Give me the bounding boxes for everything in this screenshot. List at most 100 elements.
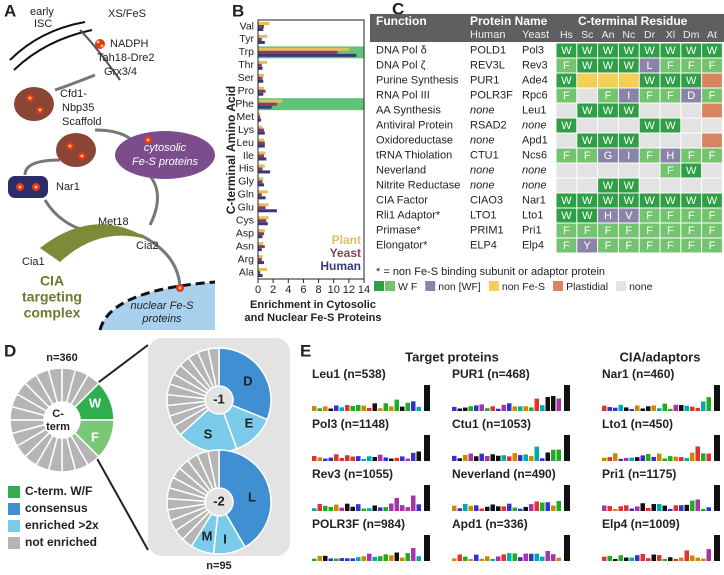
residue-cell (681, 223, 702, 238)
logo-letter (345, 405, 350, 411)
logo-letter (479, 508, 484, 511)
bar (258, 138, 265, 142)
logo-letter (701, 401, 706, 411)
human-name: LTO1 (470, 209, 497, 221)
slice-label: D (243, 373, 252, 388)
column-header: Target proteins (405, 349, 499, 364)
logo-letter (618, 458, 623, 461)
residue: W (603, 180, 614, 192)
label: Met18 (98, 216, 129, 228)
x-tick-label: 6 (300, 284, 306, 296)
logo-letter (618, 506, 623, 511)
logo-letter (551, 505, 556, 511)
residue-cell (577, 238, 598, 253)
logo-letter (394, 457, 399, 461)
logo-letter (389, 503, 394, 511)
logo-letter (339, 558, 344, 561)
logo-title: Ctu1 (n=1053) (452, 417, 531, 431)
residue: F (646, 210, 653, 222)
human-name: RSAD2 (470, 119, 507, 131)
residue: W (707, 195, 718, 207)
logo-letter (679, 457, 684, 461)
logo-letter (714, 435, 720, 461)
human-name: PRIM1 (470, 224, 504, 236)
residue: W (603, 195, 614, 207)
bar (258, 105, 272, 109)
logo-title: PUR1 (n=468) (452, 367, 530, 381)
logo-letter (372, 456, 377, 461)
logo-letter (540, 458, 545, 461)
logo-title: Apd1 (n=336) (452, 517, 528, 531)
logo-letter (328, 457, 333, 461)
logo-letter (629, 508, 634, 511)
logo-letter (501, 404, 506, 411)
residue: F (709, 60, 716, 72)
logo-letter (684, 458, 689, 461)
logo-letter (383, 457, 388, 461)
bar (258, 63, 262, 67)
header: An (602, 29, 615, 41)
residue-cell (702, 208, 722, 223)
y-tick-label: Leu (236, 137, 254, 149)
residue: W (603, 60, 614, 72)
yeast-name: Nar1 (522, 194, 546, 206)
logo-letter (350, 506, 355, 511)
logo-letter (651, 405, 656, 411)
residue-cell (660, 208, 681, 223)
logo-letter (657, 503, 662, 511)
logo-letter (378, 556, 383, 561)
human-name: PUR1 (470, 74, 499, 86)
logo-letter (635, 405, 640, 411)
bar (258, 222, 268, 226)
n-label: n=95 (206, 560, 231, 572)
residue-cell (639, 178, 660, 193)
logo-letter (372, 403, 377, 411)
legend-swatch (8, 537, 20, 549)
residue-cell (702, 103, 722, 118)
logo-letter (400, 505, 405, 511)
legend-label: not enriched (25, 535, 97, 549)
bar (258, 125, 263, 129)
residue: F (563, 60, 570, 72)
residue-cell (577, 88, 598, 103)
residue: F (625, 225, 632, 237)
bar (258, 206, 266, 210)
yeast-name: none (522, 164, 546, 176)
logo-letter (501, 455, 506, 461)
legend-swatch (488, 281, 499, 291)
logo-letter (668, 456, 673, 461)
residue: H (604, 210, 612, 222)
logo-letter (714, 485, 720, 511)
logo-letter (452, 505, 457, 511)
residue: W (644, 75, 655, 87)
residue: Y (584, 240, 592, 252)
bar (258, 21, 270, 25)
logo-letter (490, 504, 495, 511)
y-tick-label: Ile (243, 150, 254, 162)
logo-letter (684, 405, 689, 411)
pie-slice (69, 373, 100, 409)
human-name: ELP4 (470, 239, 497, 251)
residue: F (667, 225, 674, 237)
logo-letter (323, 406, 328, 411)
residue-cell (681, 88, 702, 103)
logo-letter (662, 458, 667, 461)
residue-cell (556, 58, 577, 73)
logo-letter (624, 505, 629, 511)
pie-slice (207, 449, 220, 490)
x-axis-label: and Nuclear Fe-S Proteins (245, 312, 382, 324)
residue-cell (556, 238, 577, 253)
arrow (54, 73, 96, 92)
residue-cell (702, 178, 722, 193)
bar (258, 261, 265, 265)
logo-letter (529, 455, 534, 461)
function: DNA Pol ζ (376, 59, 426, 71)
residue-cell (639, 133, 660, 148)
residue-cell (598, 193, 618, 208)
logo-letter (551, 396, 556, 411)
bar (258, 170, 271, 174)
logo-letter (350, 406, 355, 411)
logo-letter (485, 408, 490, 411)
residue-cell (660, 43, 681, 58)
residue-cell (577, 133, 598, 148)
